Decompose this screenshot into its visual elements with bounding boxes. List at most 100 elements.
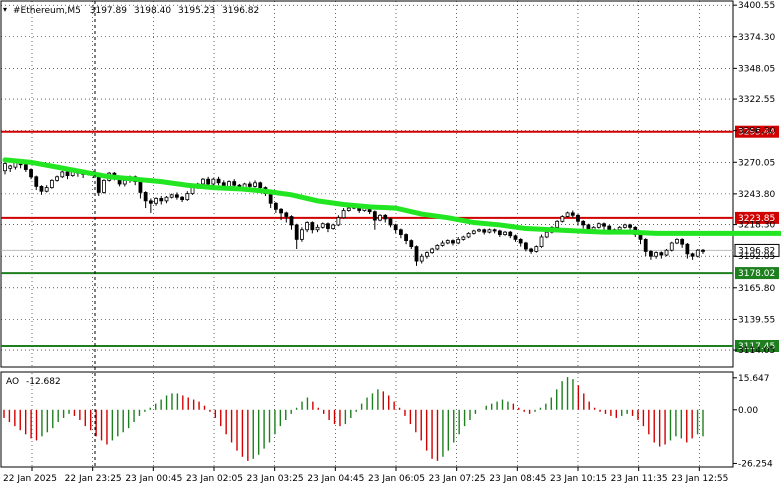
price-tick-label: 3114.05 [738, 346, 775, 356]
level-label: 3178.02 [738, 269, 775, 279]
candle-body [570, 212, 575, 216]
candle-body [628, 224, 632, 228]
candle-body [398, 229, 403, 235]
main-plot-area[interactable] [0, 0, 734, 368]
candle-body [174, 194, 179, 198]
candle-body [310, 222, 315, 231]
candle-body [544, 231, 549, 238]
ao-name: AO [6, 377, 19, 387]
candle-body [508, 231, 513, 237]
candle-body [602, 223, 606, 227]
candle-body [55, 176, 59, 181]
price-tick-label: 3296.30 [738, 127, 775, 137]
candle-body [664, 249, 669, 256]
candle-body [284, 212, 289, 217]
candle-body [201, 178, 205, 185]
candle-body [430, 248, 435, 254]
time-tick-label: 23 Jan 08:45 [489, 474, 546, 484]
candle-body [211, 178, 216, 185]
candle-body [154, 198, 158, 204]
candle-body [695, 249, 700, 257]
chart-menu-arrow-icon[interactable]: ▾ [3, 5, 7, 14]
candle-body [185, 193, 190, 201]
candle-body [180, 196, 185, 201]
candle-body [39, 186, 44, 192]
candle-body [169, 194, 174, 198]
moving-average-line [2, 157, 781, 236]
time-tick-label: 23 Jan 02:05 [186, 474, 243, 484]
candle-body [138, 181, 143, 193]
candle-body [44, 187, 49, 192]
time-tick-label: 23 Jan 06:05 [368, 474, 425, 484]
time-tick-label: 23 Jan 11:35 [611, 474, 668, 484]
header-low: 3195.23 [178, 6, 215, 16]
candle-body [159, 198, 164, 202]
time-axis: 22 Jan 2025 22 Jan 23:25 23 Jan 00:45 23 Ja… [3, 467, 728, 484]
ao-tick-label: -26.254 [738, 459, 773, 469]
candle-body [341, 210, 346, 219]
candle-body [122, 179, 127, 185]
candle-body [503, 231, 507, 235]
candle-body [3, 163, 7, 172]
candle-body [232, 181, 237, 186]
candle-body [690, 253, 695, 257]
level-badge [735, 267, 779, 280]
ao-value: -12.682 [26, 377, 61, 387]
candle-body [372, 211, 377, 221]
candle-body [456, 238, 461, 244]
price-tick-label: 3218.30 [738, 221, 775, 231]
candle-body [326, 223, 330, 229]
candle-body [60, 171, 65, 178]
time-tick-label: 23 Jan 04:45 [307, 474, 364, 484]
level-badge [735, 125, 779, 138]
header-high: 3198.40 [134, 6, 171, 16]
candle-body [268, 193, 273, 204]
price-tick-label: 3322.55 [738, 95, 775, 105]
candle-body [305, 222, 310, 231]
candle-body [8, 165, 13, 169]
candle-body [685, 243, 690, 255]
candle-body [492, 229, 497, 232]
level-label: 3295.44 [738, 128, 775, 138]
price-tick-label: 3192.05 [738, 252, 775, 262]
candle-body [680, 238, 685, 245]
candle-body [96, 175, 101, 193]
candle-body [701, 249, 705, 252]
candle-body [143, 192, 148, 202]
candle-body [649, 251, 653, 257]
price-tick-label: 3165.80 [738, 284, 775, 294]
time-tick-label: 23 Jan 10:15 [550, 474, 607, 484]
candle-body [669, 242, 674, 251]
candle-body [253, 182, 257, 187]
candle-body [643, 238, 648, 252]
candle-body [534, 246, 539, 252]
ao-plot-area[interactable] [0, 371, 734, 468]
candle-body [565, 212, 570, 217]
level-badge [735, 339, 779, 352]
price-tick-label: 3348.05 [738, 64, 775, 74]
candle-body [622, 224, 627, 228]
candle-body [279, 208, 283, 214]
level-label: 3223.85 [738, 214, 775, 224]
candle-body [294, 224, 299, 240]
candle-body [336, 217, 341, 226]
candle-body [529, 248, 534, 252]
time-tick-label: 23 Jan 03:25 [247, 474, 304, 484]
ao-histogram [3, 377, 704, 461]
level-label: 3117.45 [738, 342, 775, 352]
candle-body [206, 178, 211, 185]
candle-body [471, 230, 476, 234]
time-tick-label: 22 Jan 2025 [3, 474, 57, 484]
candle-body [216, 178, 221, 184]
candle-body [539, 236, 544, 248]
candle-body [675, 238, 679, 244]
time-tick-label: 22 Jan 23:25 [65, 474, 122, 484]
ao-axis: 15.647 0.00 -26.254 [733, 374, 773, 469]
candle-body [300, 229, 304, 240]
candle-body [497, 230, 502, 235]
price-tick-label: 3139.55 [738, 315, 775, 325]
candle-body [487, 229, 492, 233]
candle-body [560, 216, 565, 222]
candle-body [404, 234, 408, 241]
